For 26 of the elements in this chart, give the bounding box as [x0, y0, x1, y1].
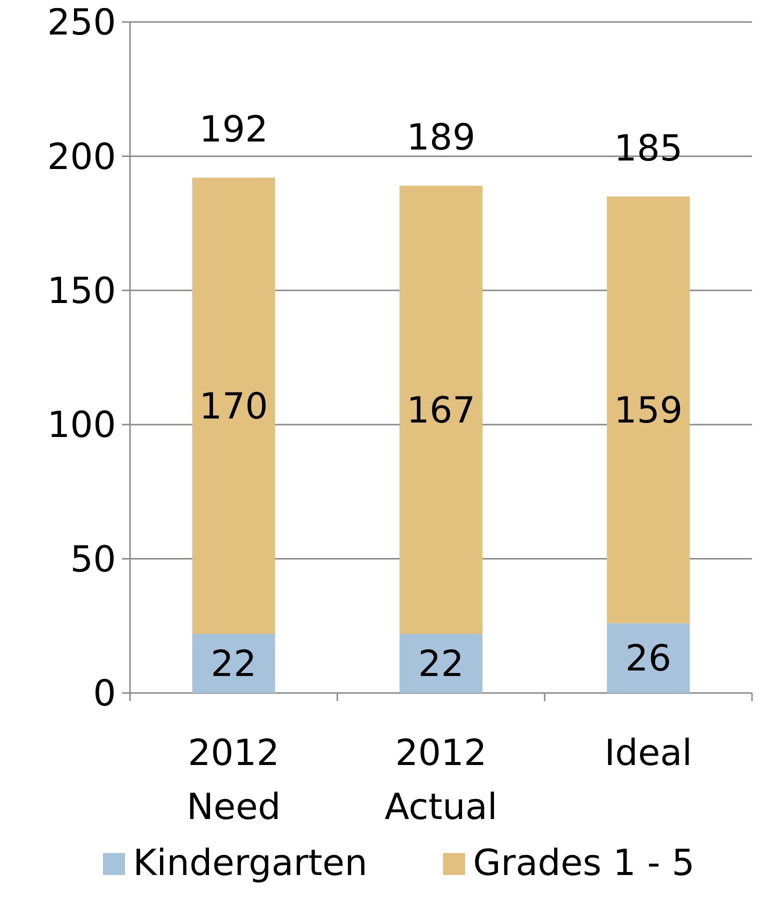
- bar: [400, 634, 482, 693]
- y-tick-label: 100: [47, 405, 116, 446]
- data-label: 26: [625, 638, 672, 680]
- data-label: 159: [614, 390, 683, 432]
- y-tick-label: 50: [70, 539, 116, 580]
- data-label: 22: [210, 644, 257, 686]
- x-tick-label: 2012 Need: [186, 733, 281, 828]
- data-label: 170: [199, 386, 268, 428]
- bar: [606, 196, 690, 624]
- legend-label: Grades 1 - 5: [473, 843, 695, 884]
- y-tick-label: 150: [47, 271, 116, 312]
- legend-label: Kindergarten: [133, 843, 368, 884]
- data-label: 167: [406, 390, 476, 432]
- total-label: 192: [199, 110, 268, 151]
- y-tick-label: 0: [93, 674, 116, 715]
- x-tick-label: Ideal: [604, 733, 692, 774]
- bar: [192, 178, 276, 634]
- bar: [400, 186, 482, 634]
- bar: [606, 623, 690, 693]
- bar: [192, 634, 276, 693]
- data-label: 22: [418, 644, 464, 686]
- y-tick-label: 250: [47, 2, 116, 44]
- x-tick-label: 2012 Actual: [384, 733, 498, 828]
- y-tick-label: 200: [47, 136, 116, 178]
- total-label: 189: [406, 118, 476, 159]
- total-label: 185: [614, 128, 683, 170]
